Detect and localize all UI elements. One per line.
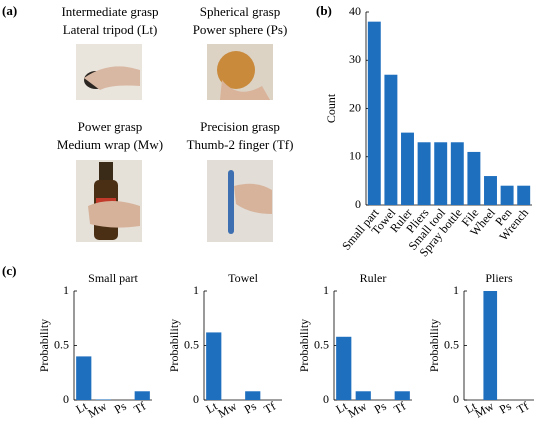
bar — [76, 356, 91, 400]
bar — [395, 391, 410, 400]
y-tick-label: 20 — [349, 100, 361, 114]
y-tick-label: 0.5 — [314, 337, 329, 351]
grasp-caption: Lateral tripod (Lt) — [63, 22, 158, 37]
y-tick-label: 1 — [63, 283, 69, 297]
bar — [356, 391, 371, 400]
y-tick-label: 1 — [193, 283, 199, 297]
y-tick-label: 0.5 — [184, 337, 199, 351]
y-axis-label: Probability — [297, 319, 311, 372]
x-tick-label: Mw — [215, 399, 239, 421]
y-tick-label: 0.5 — [54, 337, 69, 351]
panel-label: (a) — [2, 3, 17, 18]
photo — [207, 160, 273, 242]
y-tick-label: 0 — [355, 197, 361, 211]
bar — [206, 332, 221, 400]
grasp-caption: Intermediate grasp — [61, 4, 158, 19]
x-tick-label: Ps — [112, 399, 129, 417]
bar — [451, 142, 464, 205]
chart-title: Towel — [228, 271, 258, 285]
x-tick-label: Tf — [391, 399, 408, 417]
x-tick-label: Ps — [497, 399, 514, 417]
photo — [76, 160, 142, 242]
y-tick-label: 0 — [323, 392, 329, 406]
x-tick-label: Tf — [131, 399, 148, 417]
bar — [368, 22, 381, 205]
x-tick-label: Mw — [345, 399, 369, 421]
bar — [418, 142, 431, 205]
grasp-caption: Power grasp — [78, 119, 143, 134]
x-tick-label: Tf — [261, 399, 278, 417]
bar — [96, 399, 111, 400]
grasp-caption: Precision grasp — [200, 119, 280, 134]
y-tick-label: 40 — [349, 4, 361, 18]
y-tick-label: 10 — [349, 149, 361, 163]
x-tick-label: Ps — [242, 399, 259, 417]
y-tick-label: 0 — [453, 392, 459, 406]
chart-title: Pliers — [485, 271, 513, 285]
panel-label: (c) — [2, 263, 16, 278]
bar — [501, 186, 514, 205]
y-tick-label: 1 — [453, 283, 459, 297]
bar — [401, 133, 414, 205]
figure: (a) (b) (c) Intermediate grasp Lateral t… — [0, 0, 536, 426]
chart-title: Ruler — [360, 271, 387, 285]
y-tick-label: 30 — [349, 52, 361, 66]
grasp-caption: Thumb-2 finger (Tf) — [187, 137, 294, 152]
bar — [484, 176, 497, 205]
y-axis-label: Probability — [37, 319, 51, 372]
bar — [434, 142, 447, 205]
y-axis-label: Probability — [427, 319, 441, 372]
bar — [517, 186, 530, 205]
x-tick-label: Ps — [372, 399, 389, 417]
chart-title: Small part — [88, 271, 138, 285]
grasp-caption: Medium wrap (Mw) — [57, 137, 163, 152]
y-tick-label: 1 — [323, 283, 329, 297]
y-tick-label: 0.5 — [444, 337, 459, 351]
bar — [135, 391, 150, 400]
panel-label: (b) — [316, 3, 332, 18]
bar — [336, 337, 351, 400]
y-tick-label: 0 — [63, 392, 69, 406]
photo — [207, 44, 273, 100]
x-tick-label: Mw — [85, 399, 109, 421]
bar — [467, 152, 480, 205]
x-tick-label: Mw — [472, 399, 496, 421]
bar — [245, 391, 260, 400]
grasp-caption: Spherical grasp — [200, 4, 281, 19]
x-tick-label: Tf — [514, 399, 531, 417]
y-axis-label: Count — [324, 93, 338, 123]
bar — [384, 75, 397, 205]
y-tick-label: 0 — [193, 392, 199, 406]
photo — [76, 44, 142, 100]
grasp-caption: Power sphere (Ps) — [193, 22, 288, 37]
y-axis-label: Probability — [167, 319, 181, 372]
bar — [483, 291, 497, 400]
